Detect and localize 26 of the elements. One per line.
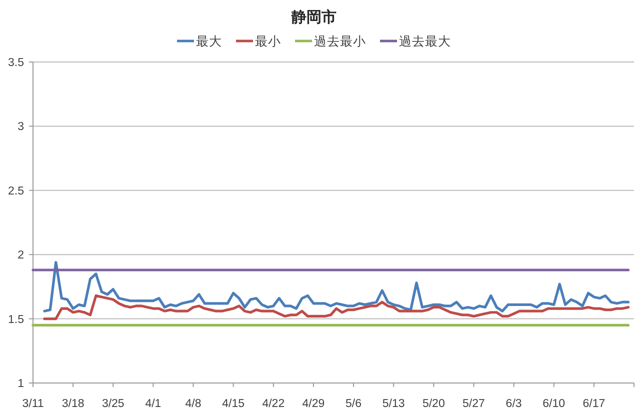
x-tick-label: 4/15 — [222, 398, 245, 410]
y-tick-label: 1.5 — [8, 314, 24, 326]
x-tick-label: 6/3 — [506, 398, 522, 410]
x-tick-label: 4/8 — [185, 398, 202, 410]
y-tick-label: 2 — [18, 250, 24, 262]
y-tick-label: 2.5 — [8, 185, 24, 198]
x-tick-label: 6/10 — [542, 398, 566, 410]
x-tick-label: 5/6 — [346, 398, 362, 410]
x-tick-label: 4/29 — [302, 398, 325, 410]
legend-label: 最小 — [255, 34, 281, 48]
y-tick-label: 1 — [18, 378, 24, 390]
legend-label: 過去最大 — [399, 34, 451, 48]
x-tick-label: 6/17 — [582, 398, 606, 410]
x-tick-label: 4/1 — [145, 398, 162, 410]
chart-title: 静岡市 — [290, 8, 336, 26]
x-tick-label: 3/11 — [22, 398, 44, 410]
x-tick-label: 3/25 — [102, 398, 124, 410]
x-tick-label: 4/22 — [262, 398, 285, 410]
x-tick-label: 3/18 — [62, 398, 84, 410]
y-tick-label: 3 — [18, 121, 24, 134]
x-tick-label: 5/20 — [422, 398, 445, 410]
legend-label: 過去最小 — [314, 34, 366, 48]
x-tick-label: 5/27 — [462, 398, 485, 410]
x-tick-label: 5/13 — [382, 398, 405, 410]
legend-label: 最大 — [196, 34, 222, 48]
y-tick-label: 3.5 — [8, 57, 24, 69]
